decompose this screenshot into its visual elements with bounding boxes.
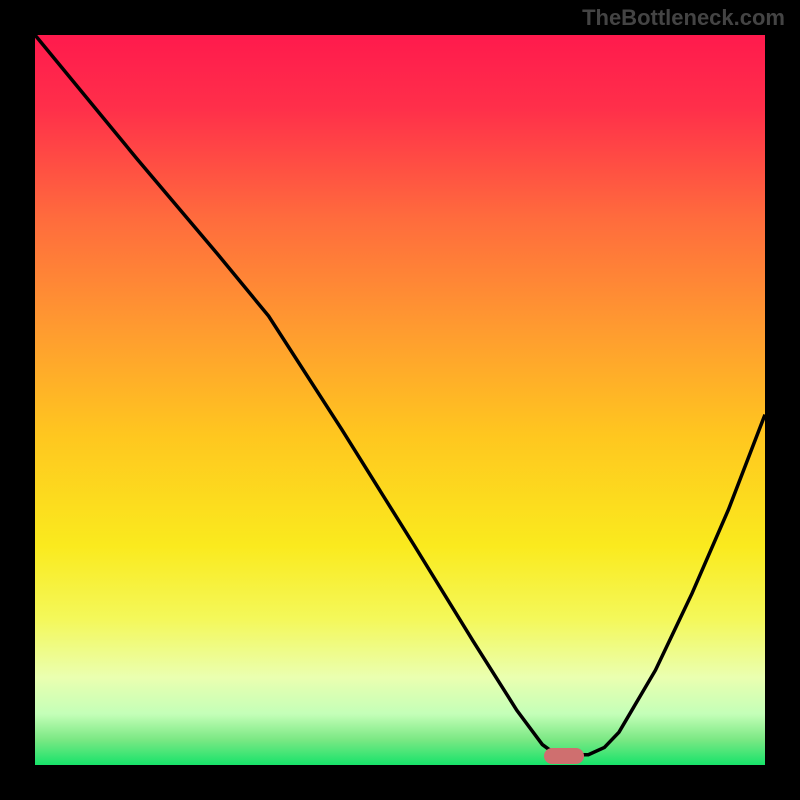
chart-container: TheBottleneck.com [0, 0, 800, 800]
bottleneck-curve [35, 35, 765, 755]
watermark-text: TheBottleneck.com [582, 5, 785, 31]
optimal-marker [544, 748, 584, 764]
curve-svg [35, 35, 765, 765]
plot-area [35, 35, 765, 765]
